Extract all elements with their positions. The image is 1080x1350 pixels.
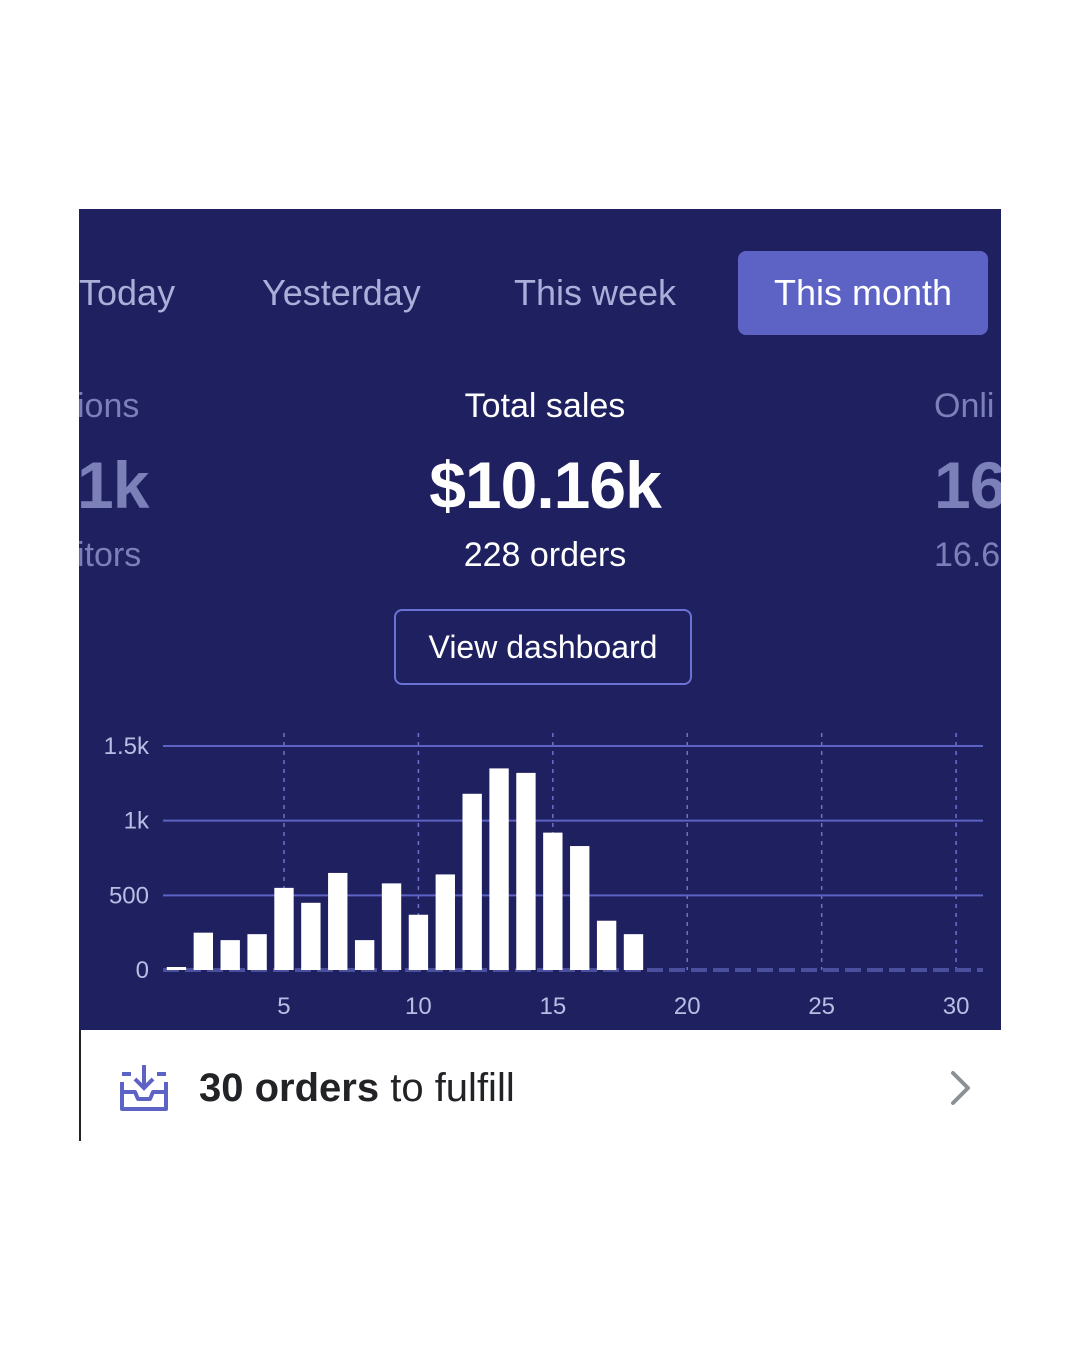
x-tick-label: 30 [943, 993, 970, 1020]
tab-this-month[interactable]: This month [738, 251, 988, 335]
orders-to-fulfill-row[interactable]: 30 orders to fulfill [79, 1030, 1001, 1141]
metric-right-value: 16 [934, 448, 1001, 522]
chart-bar [247, 934, 267, 970]
total-sales-value: $10.16k [429, 448, 662, 522]
tab-this-week[interactable]: This week [514, 272, 677, 313]
metric-left-sub: itors [79, 536, 142, 574]
tab-yesterday[interactable]: Yesterday [262, 272, 421, 313]
x-tick-label: 10 [405, 993, 432, 1020]
chart-bar [193, 932, 214, 970]
x-tick-label: 25 [808, 993, 835, 1020]
chart-bar [166, 967, 187, 970]
x-tick-label: 5 [277, 993, 290, 1020]
chart-bar [408, 914, 429, 970]
chart-bar [623, 934, 644, 970]
y-tick-label: 1.5k [104, 733, 150, 760]
chart-bar [489, 768, 509, 970]
metric-left-label: ions [79, 387, 140, 425]
chart-bar [570, 846, 590, 970]
sales-panel: Today Yesterday This week This month ion… [79, 209, 1001, 1030]
metric-left-value: 1k [79, 448, 149, 522]
chart-bar [328, 872, 348, 970]
tab-today[interactable]: Today [79, 272, 176, 313]
sales-bar-chart: 0 500 1k 1.5k 5 10 15 20 25 30 [104, 733, 983, 1020]
fulfill-count: 30 orders [199, 1066, 380, 1110]
orders-count: 228 orders [463, 536, 627, 574]
fulfill-text: 30 orders to fulfill [199, 1066, 515, 1111]
metric-right-label: Onli [934, 387, 995, 425]
chart-bar [462, 793, 482, 970]
chart-bar [381, 883, 402, 970]
chart-bar [354, 940, 375, 970]
period-tabs: Today Yesterday This week This month [79, 251, 1001, 335]
inbox-download-icon [120, 1065, 168, 1111]
sales-card: Today Yesterday This week This month ion… [79, 209, 1001, 1141]
chart-bar [543, 832, 563, 970]
y-tick-label: 0 [136, 957, 149, 984]
chevron-right-icon[interactable] [949, 1070, 973, 1106]
view-dashboard-button[interactable]: View dashboard [394, 609, 692, 685]
total-sales-label: Total sales [464, 387, 626, 425]
y-tick-label: 1k [124, 808, 150, 835]
chart-bar [274, 887, 294, 970]
chart-bar [220, 940, 240, 970]
chart-bar [301, 902, 321, 970]
chart-bar [596, 920, 617, 970]
x-tick-label: 15 [539, 993, 566, 1020]
chart-bar [516, 772, 536, 970]
fulfill-suffix: to fulfill [379, 1066, 515, 1110]
y-tick-label: 500 [109, 882, 149, 909]
metric-right-sub: 16.6 [934, 536, 1001, 574]
chart-bar [435, 874, 455, 970]
x-tick-label: 20 [674, 993, 701, 1020]
